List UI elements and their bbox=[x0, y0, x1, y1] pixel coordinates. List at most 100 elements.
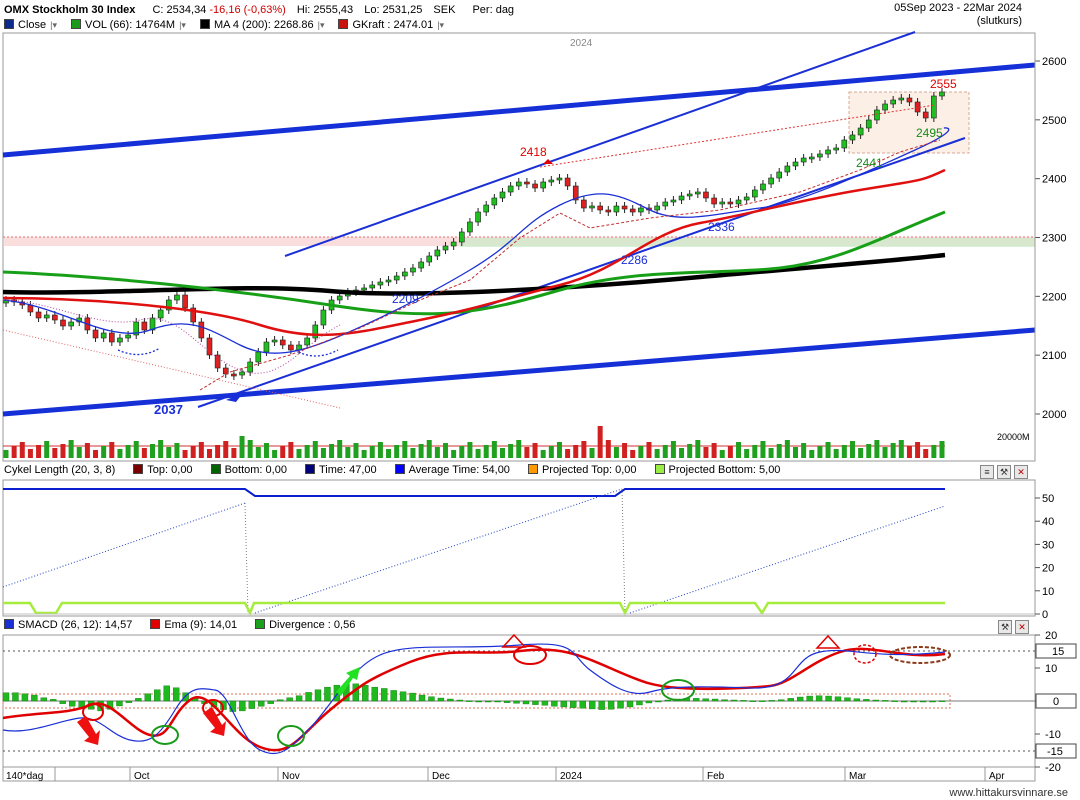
volume-bar bbox=[906, 446, 912, 458]
candle bbox=[719, 201, 726, 205]
divergence-bar bbox=[286, 697, 293, 702]
close-icon[interactable]: ✕ bbox=[1015, 620, 1029, 634]
candle bbox=[52, 314, 58, 321]
top-triangle-marker bbox=[815, 634, 841, 649]
volume-bar bbox=[304, 445, 310, 458]
divergence-bar bbox=[135, 698, 142, 702]
volume-bar bbox=[190, 446, 196, 458]
legend-swatch bbox=[255, 619, 266, 629]
smacd-tick-label: 20 bbox=[1045, 630, 1057, 642]
peak-marker bbox=[543, 159, 553, 164]
chevron-down-icon[interactable]: |▾ bbox=[179, 20, 186, 30]
x-axis: Oct Nov Dec 2024 Feb Mar Apr bbox=[129, 767, 1005, 782]
candle bbox=[743, 196, 750, 201]
candle bbox=[499, 191, 506, 199]
cycle-tick-label: 20 bbox=[1042, 563, 1054, 575]
legend-swatch bbox=[133, 464, 144, 474]
legend-item[interactable]: Top: 0,00 bbox=[133, 464, 193, 476]
candle bbox=[760, 183, 766, 191]
volume-bar bbox=[491, 441, 497, 458]
volume-bar bbox=[377, 442, 383, 458]
volume-bar bbox=[662, 445, 668, 458]
volume-bar bbox=[418, 444, 424, 458]
legend-item[interactable]: Projected Bottom: 5,00 bbox=[654, 464, 780, 476]
up-arrow-marker bbox=[336, 667, 360, 696]
divergence-bar bbox=[59, 700, 66, 704]
legend-label: Cykel Length (20, 3, 8) bbox=[4, 464, 116, 476]
wrench-icon[interactable]: ⚒ bbox=[998, 620, 1012, 634]
level-box-0-label: 0 bbox=[1053, 696, 1059, 708]
chevron-down-icon[interactable]: |▾ bbox=[317, 20, 325, 30]
candle bbox=[125, 334, 131, 339]
site-footer[interactable]: www.hittakursvinnare.se bbox=[949, 787, 1068, 799]
legend-item[interactable]: Time: 47,00 bbox=[304, 464, 377, 476]
candle bbox=[833, 147, 839, 151]
legend-swatch bbox=[304, 464, 315, 474]
candle bbox=[60, 319, 66, 327]
list-icon[interactable]: ≡ bbox=[980, 465, 994, 479]
divergence-bar bbox=[730, 699, 738, 702]
close-icon[interactable]: ✕ bbox=[1014, 465, 1028, 479]
date-range: 05Sep 2023 - 22Mar 2024 bbox=[894, 2, 1022, 14]
candle bbox=[931, 95, 937, 119]
volume-bar bbox=[540, 450, 546, 458]
divergence-bar bbox=[362, 684, 369, 702]
divergence-bar bbox=[664, 699, 672, 702]
volume-bar bbox=[19, 442, 25, 458]
divergence-bar bbox=[579, 700, 586, 709]
main-legend: Close |▾ VOL (66): 14764M |▾ MA 4 (200): 226… bbox=[4, 19, 458, 31]
legend-label: Close bbox=[18, 19, 47, 31]
candle bbox=[206, 337, 213, 356]
volume-bar bbox=[931, 445, 937, 458]
candle bbox=[361, 287, 367, 291]
red-ma-line bbox=[2, 168, 946, 337]
candle bbox=[808, 156, 815, 160]
divergence-bar bbox=[466, 700, 473, 702]
legend-item[interactable]: SMACD (26, 12): 14,57 bbox=[4, 619, 132, 631]
volume-bar bbox=[622, 443, 628, 458]
legend-item[interactable]: Divergence : 0,56 bbox=[255, 619, 355, 631]
month-label: 2024 bbox=[560, 771, 583, 782]
chevron-down-icon[interactable]: |▾ bbox=[50, 20, 57, 30]
volume-bar bbox=[573, 445, 579, 458]
green-circle-marker bbox=[277, 725, 305, 747]
chevron-down-icon[interactable]: |▾ bbox=[437, 20, 445, 30]
legend-item[interactable]: GKraft : 2474.01 |▾ bbox=[338, 19, 444, 31]
legend-label: SMACD (26, 12): 14,57 bbox=[18, 619, 133, 631]
divergence-bar bbox=[598, 700, 605, 710]
legend-item[interactable]: Projected Top: 0,00 bbox=[527, 464, 637, 476]
legend-item[interactable]: VOL (66): 14764M |▾ bbox=[70, 19, 186, 31]
volume-bar bbox=[52, 448, 58, 458]
divergence-bar bbox=[740, 700, 747, 702]
smacd-line bbox=[2, 643, 946, 755]
candle bbox=[711, 197, 717, 205]
candle bbox=[865, 119, 872, 129]
legend-item[interactable]: MA 4 (200): 2268.86 |▾ bbox=[199, 19, 325, 31]
legend-item[interactable]: Bottom: 0,00 bbox=[210, 464, 287, 476]
legend-item[interactable]: Cykel Length (20, 3, 8) bbox=[4, 464, 115, 476]
volume-bar bbox=[923, 449, 929, 458]
legend-item[interactable]: Ema (9): 14,01 bbox=[150, 619, 237, 631]
top-triangle-marker bbox=[501, 633, 527, 648]
candle bbox=[100, 332, 107, 339]
candle bbox=[751, 189, 758, 198]
divergence-bar bbox=[12, 692, 19, 702]
candle bbox=[898, 97, 905, 101]
divergence-bar bbox=[125, 700, 133, 703]
legend-label: Ema (9): 14,01 bbox=[164, 619, 238, 631]
month-label: Dec bbox=[432, 771, 450, 782]
smacd-tick-label: -20 bbox=[1045, 762, 1061, 774]
legend-item[interactable]: Close |▾ bbox=[4, 19, 57, 31]
volume-bar bbox=[890, 443, 896, 458]
volume-bar bbox=[369, 446, 375, 458]
candle bbox=[654, 205, 660, 211]
candle bbox=[239, 371, 245, 376]
divergence-bar bbox=[40, 697, 48, 702]
divergence-bar bbox=[872, 699, 880, 702]
wrench-icon[interactable]: ⚒ bbox=[997, 465, 1011, 479]
volume-bar bbox=[141, 448, 147, 458]
divergence-bar bbox=[399, 691, 407, 702]
candle bbox=[288, 344, 294, 351]
candle bbox=[190, 307, 196, 323]
legend-item[interactable]: Average Time: 54,00 bbox=[394, 464, 510, 476]
